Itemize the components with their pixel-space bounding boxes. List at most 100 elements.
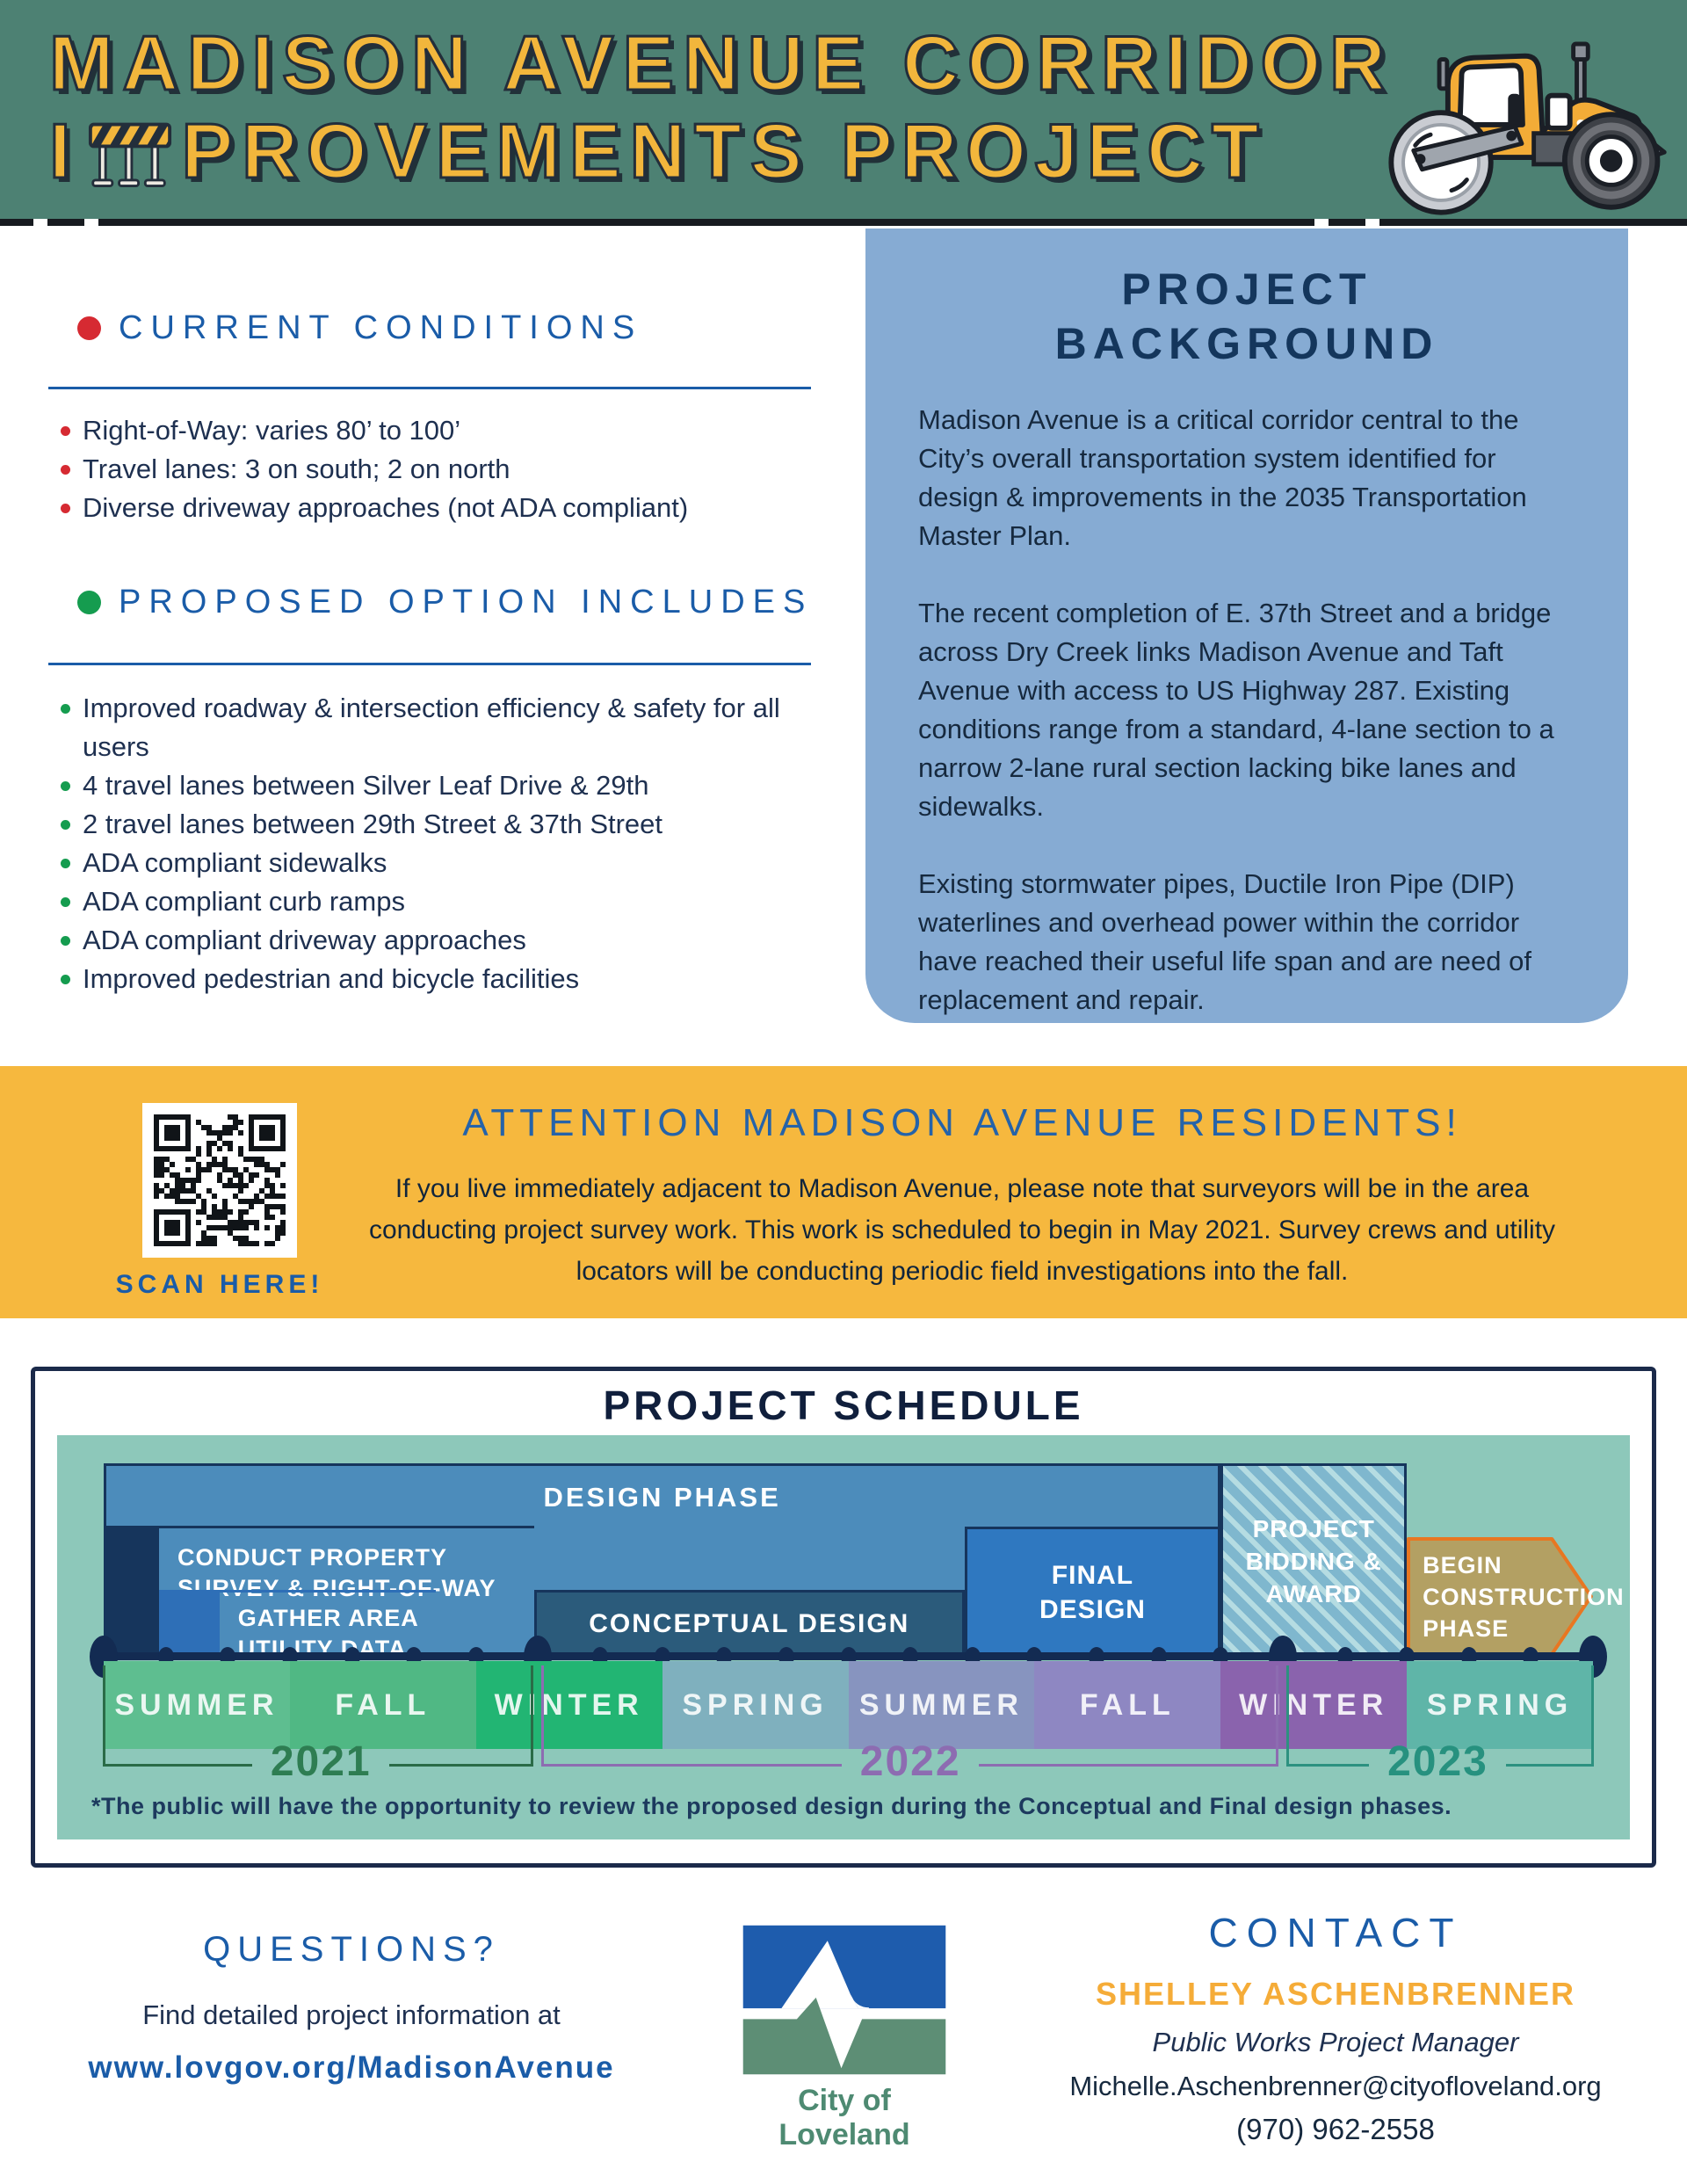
phase-label-line: PHASE xyxy=(1423,1614,1510,1642)
year-bracket-line xyxy=(103,1665,105,1767)
scan-here-label: SCAN HERE! xyxy=(115,1270,324,1299)
phase-bar-begin-construction: BEGIN CONSTRUCTION PHASE xyxy=(1407,1537,1624,1656)
list-item: ADA compliant curb ramps xyxy=(54,882,807,921)
season-label: WINTER xyxy=(1239,1687,1389,1722)
phase-label-line: BEGIN xyxy=(1423,1551,1502,1578)
list-item: 4 travel lanes between Silver Leaf Drive… xyxy=(54,766,807,805)
background-paragraph: The recent completion of E. 37th Street … xyxy=(918,598,1554,822)
proposed-option-header: PROPOSED OPTION INCLUDES xyxy=(77,584,813,621)
phase-label-conceptual-design: CONCEPTUAL DESIGN xyxy=(537,1593,962,1656)
phase-bar-notch xyxy=(158,1593,221,1656)
phase-label-line: GATHER AREA xyxy=(237,1605,419,1631)
project-schedule-title: PROJECT SCHEDULE xyxy=(603,1382,1084,1428)
proposed-option-title: PROPOSED OPTION INCLUDES xyxy=(119,584,814,620)
logo-caption: City of Loveland xyxy=(778,2084,910,2151)
phase-label-begin-construction: BEGIN CONSTRUCTION PHASE xyxy=(1423,1549,1625,1644)
season-cell: WINTER xyxy=(1220,1661,1408,1749)
phase-label-final-design: FINAL DESIGN xyxy=(967,1529,1219,1656)
season-label: WINTER xyxy=(494,1687,644,1722)
phase-label-line: CONSTRUCTION xyxy=(1423,1583,1625,1610)
questions-line: Find detailed project information at xyxy=(142,1999,561,2030)
attention-banner: SCAN HERE! ATTENTION MADISON AVENUE RESI… xyxy=(0,1066,1687,1318)
page-title-line2-i: I xyxy=(47,106,80,196)
contact-phone-link[interactable]: (970) 962-2558 xyxy=(1236,2113,1435,2145)
season-label: SPRING xyxy=(1426,1687,1574,1722)
list-item: Diverse driveway approaches (not ADA com… xyxy=(54,489,807,527)
road-roller-illustration xyxy=(1388,41,1667,215)
project-background-text: Madison Avenue is a critical corridor ce… xyxy=(918,401,1579,1019)
list-item: ADA compliant driveway approaches xyxy=(54,921,807,960)
season-cell: SUMMER xyxy=(104,1661,290,1749)
year-bracket-line xyxy=(1285,1764,1370,1767)
phase-label-line: BIDDING & xyxy=(1245,1547,1382,1575)
page-title-line2-rest: PROVEMENTS PROJECT xyxy=(180,106,1268,196)
loveland-logo-icon xyxy=(742,1925,946,2075)
contact-name: SHELLEY ASCHENBRENNER xyxy=(1095,1976,1576,2012)
project-background-title-line1: PROJECT xyxy=(1121,265,1372,314)
questions-title: QUESTIONS? xyxy=(203,1930,500,1969)
questions-block: QUESTIONS? Find detailed project informa… xyxy=(35,1930,668,2086)
page-title-line1: MADISON AVENUE CORRIDOR xyxy=(48,18,1394,108)
phase-bar-notch xyxy=(104,1528,159,1656)
season-label: FALL xyxy=(335,1687,431,1722)
season-cell: SPRING xyxy=(1407,1661,1593,1749)
phase-label-bidding-award: PROJECT BIDDING & AWARD xyxy=(1223,1466,1404,1656)
barricade-icon xyxy=(89,122,172,188)
page-title: MADISON AVENUE CORRIDOR I PROVEMENTS PRO… xyxy=(47,18,1394,196)
proposed-option-list: Improved roadway & intersection efficien… xyxy=(54,689,807,998)
contact-email-link[interactable]: Michelle.Aschenbrenner@cityofloveland.or… xyxy=(1069,2071,1602,2101)
current-conditions-list: Right-of-Way: varies 80’ to 100’ Travel l… xyxy=(54,411,807,527)
year-bracket-line xyxy=(531,1665,534,1767)
year-label: 2023 xyxy=(1387,1738,1488,1785)
year-bracket-line xyxy=(541,1665,545,1767)
page-title-line2: I PROVEMENTS PROJECT xyxy=(47,106,1394,196)
year-bracket-line xyxy=(1285,1665,1289,1767)
attention-block: ATTENTION MADISON AVENUE RESIDENTS! If y… xyxy=(365,1101,1560,1292)
phase-label-line: DESIGN xyxy=(1039,1595,1146,1624)
current-conditions-divider xyxy=(48,387,811,389)
project-url-link[interactable]: www.lovgov.org/MadisonAvenue xyxy=(88,2050,615,2085)
phase-label-line: AWARD xyxy=(1265,1579,1362,1607)
season-label: SUMMER xyxy=(114,1687,279,1722)
schedule-panel: DESIGN PHASE CONDUCT PROPERTY SURVEY & RIG… xyxy=(57,1435,1630,1839)
year-label: 2022 xyxy=(859,1738,961,1785)
season-label: SUMMER xyxy=(858,1687,1024,1722)
year-bracket-line xyxy=(103,1764,253,1767)
qr-code[interactable] xyxy=(142,1103,297,1258)
phase-label-line: DESIGN PHASE xyxy=(543,1482,781,1513)
red-dot-icon xyxy=(77,316,101,340)
phase-label-line: FINAL xyxy=(1051,1561,1134,1590)
schedule-chart: DESIGN PHASE CONDUCT PROPERTY SURVEY & RIG… xyxy=(90,1435,1624,1839)
city-of-loveland-logo: City of Loveland xyxy=(729,1918,959,2152)
season-cell: FALL xyxy=(1034,1661,1221,1749)
phase-label-line: PROJECT xyxy=(1252,1514,1375,1542)
project-background-box: PROJECT BACKGROUND Madison Avenue is a c… xyxy=(865,229,1628,1023)
year-bracket-line xyxy=(541,1764,843,1767)
list-item: Improved pedestrian and bicycle faciliti… xyxy=(54,960,807,998)
schedule-footnote: *The public will have the opportunity to… xyxy=(91,1793,1452,1819)
green-dot-icon xyxy=(77,591,101,614)
background-paragraph: Madison Avenue is a critical corridor ce… xyxy=(918,404,1527,551)
year-label: 2021 xyxy=(270,1738,372,1785)
project-background-title: PROJECT BACKGROUND xyxy=(865,262,1628,371)
year-bracket-line xyxy=(1506,1764,1594,1767)
current-conditions-header: CURRENT CONDITIONS xyxy=(77,309,642,347)
phase-bar-conduct-survey: CONDUCT PROPERTY SURVEY & RIGHT-OF-WAY xyxy=(104,1526,534,1656)
proposed-option-divider xyxy=(48,663,811,665)
year-bracket-line xyxy=(389,1764,534,1767)
phase-label-design-phase: DESIGN PHASE xyxy=(106,1482,1218,1513)
season-cell: WINTER xyxy=(475,1661,662,1749)
attention-title: ATTENTION MADISON AVENUE RESIDENTS! xyxy=(462,1101,1462,1144)
contact-block: CONTACT SHELLEY ASCHENBRENNER Public Wor… xyxy=(1019,1909,1652,2146)
year-bracket-line xyxy=(979,1764,1278,1767)
phase-label-line: CONDUCT PROPERTY xyxy=(177,1544,448,1571)
contact-title: CONTACT xyxy=(1208,1910,1463,1955)
current-conditions-title: CURRENT CONDITIONS xyxy=(119,309,643,346)
phase-label-line: CONCEPTUAL DESIGN xyxy=(589,1609,910,1638)
project-background-title-line2: BACKGROUND xyxy=(1054,319,1439,368)
season-cell: SUMMER xyxy=(848,1661,1035,1749)
list-item: Improved roadway & intersection efficien… xyxy=(54,689,807,766)
contact-role: Public Works Project Manager xyxy=(1152,2027,1519,2057)
header-divider-line xyxy=(0,219,1687,226)
header-banner: MADISON AVENUE CORRIDOR I PROVEMENTS PRO… xyxy=(0,0,1687,222)
